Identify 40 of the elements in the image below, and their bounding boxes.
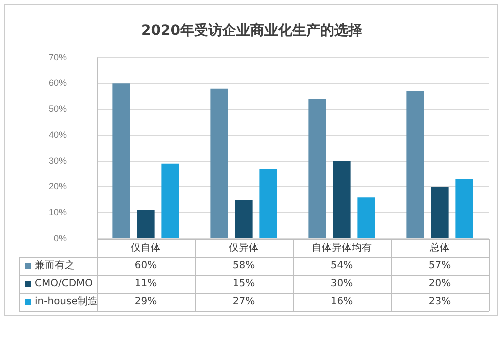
bar — [333, 161, 351, 238]
data-label: 60% — [134, 260, 158, 272]
bar — [235, 200, 253, 238]
data-label: 27% — [232, 296, 256, 308]
bar — [137, 210, 155, 238]
y-tick-label: 40% — [48, 130, 67, 140]
bar — [308, 99, 326, 238]
x-tick-label: 自体异体均有 — [312, 242, 372, 254]
data-label: 54% — [330, 260, 354, 272]
bar — [112, 84, 130, 238]
data-label: 15% — [232, 278, 256, 290]
y-tick-label: 10% — [48, 208, 67, 218]
x-tick-label: 总体 — [429, 242, 450, 254]
y-tick-label: 60% — [48, 78, 67, 88]
bar — [210, 88, 228, 238]
x-tick-label: 仅异体 — [229, 242, 259, 254]
chart-title: 2020年受访企业商业化生产的选择 — [142, 22, 362, 40]
bar — [456, 179, 474, 238]
y-tick-label: 50% — [48, 104, 67, 114]
data-label: 30% — [330, 278, 354, 290]
y-tick-label: 0% — [54, 233, 67, 244]
legend-label: 兼而有之 — [35, 260, 75, 272]
data-label: 29% — [134, 296, 158, 308]
y-tick-label: 70% — [48, 52, 67, 62]
data-label: 23% — [428, 296, 452, 308]
y-tick-label: 30% — [48, 156, 67, 166]
legend-label: CMO/CDMO — [35, 278, 94, 290]
bar — [406, 91, 424, 238]
data-label: 11% — [134, 278, 158, 290]
data-label: 16% — [330, 296, 354, 308]
data-label: 20% — [428, 278, 452, 290]
y-tick-label: 20% — [48, 182, 67, 192]
bar — [162, 164, 180, 238]
x-tick-label: 仅自体 — [131, 242, 161, 254]
bar — [358, 198, 376, 238]
data-label: 58% — [232, 260, 256, 272]
bar — [431, 187, 449, 238]
legend-label: in-house制造 — [35, 296, 98, 308]
bar — [260, 169, 278, 238]
data-label: 57% — [428, 260, 452, 272]
